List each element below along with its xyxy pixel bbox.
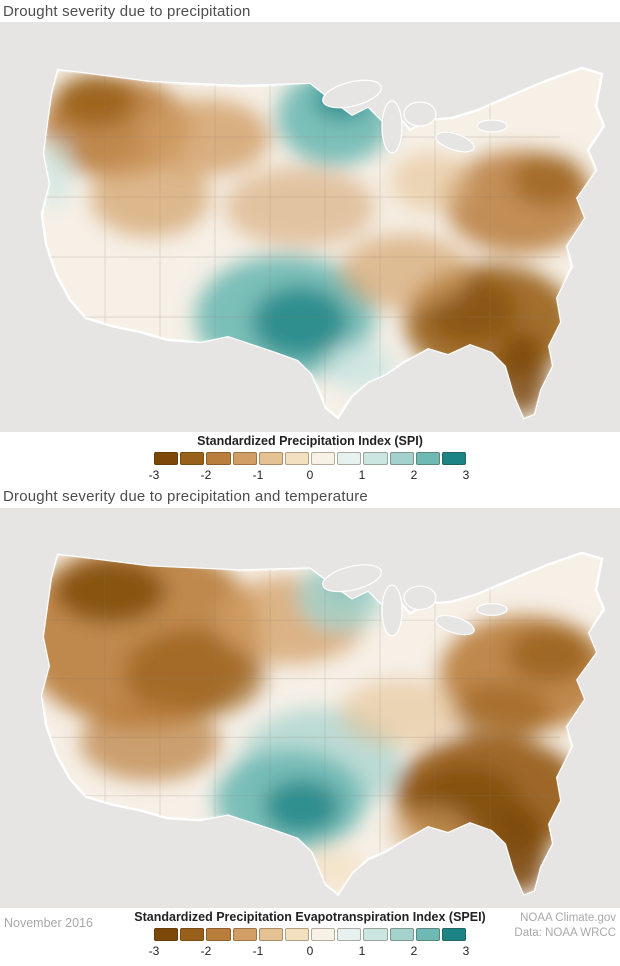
colorbar-tick: 3 bbox=[462, 468, 470, 482]
spei-colorbar-ticks: -3 -2 -1 0 1 2 3 bbox=[149, 944, 470, 960]
colorbar-swatch bbox=[311, 928, 336, 941]
colorbar-swatch bbox=[232, 928, 257, 941]
spei-drought-pattern bbox=[42, 552, 604, 895]
spei-map-svg bbox=[40, 551, 606, 897]
state-boundaries bbox=[42, 552, 560, 895]
credit-climate-gov: NOAA Climate.gov bbox=[520, 912, 616, 924]
colorbar-tick: 2 bbox=[410, 468, 418, 482]
credits: NOAA Climate.gov Data: NOAA WRCC bbox=[514, 911, 616, 941]
colorbar-tick: 0 bbox=[306, 468, 314, 482]
colorbar-swatch bbox=[337, 452, 362, 465]
spi-colorbar: Standardized Precipitation Index (SPI) -… bbox=[0, 434, 620, 484]
colorbar-tick: 1 bbox=[358, 944, 366, 958]
panel1-title: Drought severity due to precipitation bbox=[3, 3, 251, 20]
colorbar-tick: 3 bbox=[462, 944, 470, 958]
state-boundaries bbox=[42, 68, 560, 418]
date-label: November 2016 bbox=[4, 916, 93, 930]
panel2-title: Drought severity due to precipitation an… bbox=[3, 488, 368, 505]
colorbar-swatch bbox=[232, 452, 257, 465]
colorbar-swatch bbox=[180, 452, 205, 465]
colorbar-swatch bbox=[154, 928, 179, 941]
colorbar-tick: -3 bbox=[148, 944, 160, 958]
colorbar-swatch bbox=[415, 928, 440, 941]
spei-colorbar-swatches bbox=[154, 928, 467, 941]
colorbar-swatch bbox=[206, 452, 231, 465]
colorbar-tick: -3 bbox=[148, 468, 160, 482]
colorbar-swatch bbox=[441, 452, 467, 465]
great-lakes bbox=[322, 564, 508, 637]
colorbar-swatch bbox=[180, 928, 205, 941]
colorbar-swatch bbox=[337, 928, 362, 941]
spei-map bbox=[0, 508, 620, 908]
colorbar-tick: 0 bbox=[306, 944, 314, 958]
colorbar-swatch bbox=[206, 928, 231, 941]
spi-map bbox=[0, 22, 620, 432]
spei-colorbar-label: Standardized Precipitation Evapotranspir… bbox=[134, 910, 486, 924]
colorbar-swatch bbox=[311, 452, 336, 465]
colorbar-swatch bbox=[389, 928, 414, 941]
colorbar-tick: -1 bbox=[252, 468, 264, 482]
colorbar-swatch bbox=[363, 452, 388, 465]
colorbar-swatch bbox=[284, 928, 310, 941]
spi-map-svg bbox=[40, 66, 606, 420]
colorbar-tick: -2 bbox=[200, 468, 212, 482]
colorbar-tick: 2 bbox=[410, 944, 418, 958]
colorbar-tick: -1 bbox=[252, 944, 264, 958]
spi-colorbar-label: Standardized Precipitation Index (SPI) bbox=[197, 434, 423, 448]
colorbar-swatch bbox=[415, 452, 440, 465]
spei-colorbar: Standardized Precipitation Evapotranspir… bbox=[0, 910, 620, 960]
spi-colorbar-ticks: -3 -2 -1 0 1 2 3 bbox=[149, 468, 470, 484]
colorbar-swatch bbox=[363, 928, 388, 941]
colorbar-swatch bbox=[154, 452, 179, 465]
colorbar-swatch bbox=[258, 452, 283, 465]
colorbar-tick: -2 bbox=[200, 944, 212, 958]
colorbar-swatch bbox=[389, 452, 414, 465]
colorbar-swatch bbox=[441, 928, 467, 941]
colorbar-swatch bbox=[258, 928, 283, 941]
colorbar-swatch bbox=[284, 452, 310, 465]
spi-colorbar-swatches bbox=[154, 452, 467, 465]
footer: November 2016 NOAA Climate.gov Data: NOA… bbox=[0, 908, 620, 966]
colorbar-tick: 1 bbox=[358, 468, 366, 482]
credit-data-source: Data: NOAA WRCC bbox=[514, 926, 616, 939]
great-lakes bbox=[322, 79, 508, 154]
